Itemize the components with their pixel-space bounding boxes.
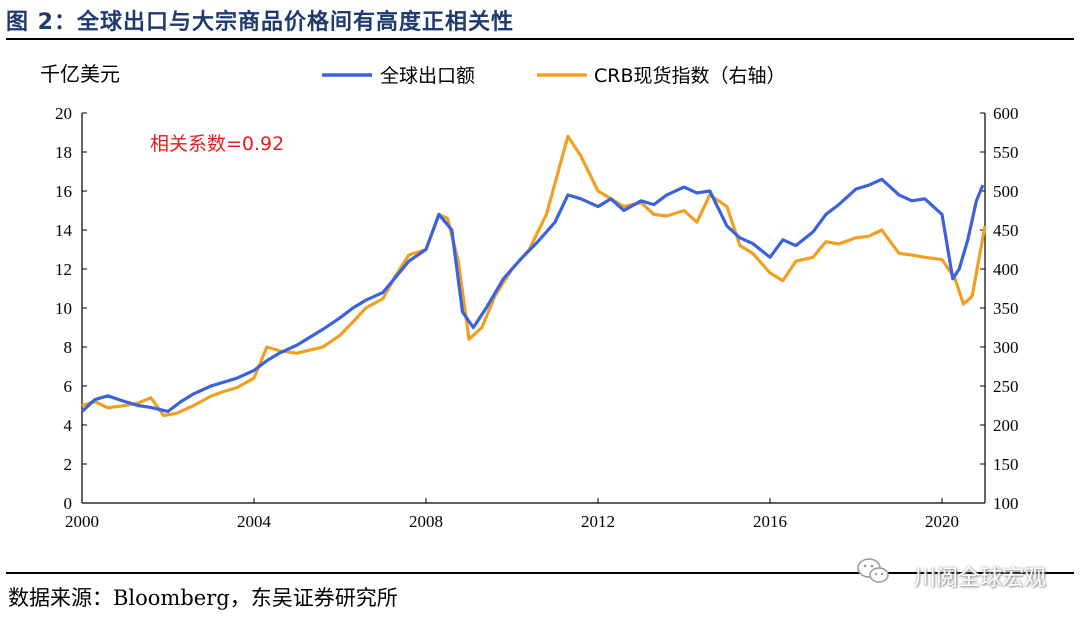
left-axis-unit: 千亿美元 — [40, 62, 120, 86]
correlation-chart: 0 2 4 6 8 10 12 14 16 18 20 100 150 200 250 300 350 400 45… — [40, 62, 1019, 531]
right-tick-label: 350 — [993, 299, 1019, 318]
title-divider — [6, 38, 1074, 40]
figure-title: 图 2：全球出口与大宗商品价格间有高度正相关性 — [6, 10, 514, 35]
right-tick-label: 150 — [993, 455, 1019, 474]
x-tick-label: 2004 — [237, 512, 272, 531]
left-tick-label: 0 — [64, 494, 73, 513]
left-tick-label: 20 — [55, 104, 72, 123]
left-tick-label: 16 — [55, 182, 72, 201]
right-tick-label: 400 — [993, 260, 1019, 279]
left-tick-label: 12 — [55, 260, 72, 279]
left-tick-label: 6 — [64, 377, 73, 396]
wechat-icon — [857, 558, 889, 583]
right-tick-label: 300 — [993, 338, 1019, 357]
series-line-crb — [81, 134, 987, 418]
left-tick-label: 10 — [55, 299, 72, 318]
right-tick-label: 200 — [993, 416, 1019, 435]
correlation-annotation: 相关系数=0.92 — [150, 133, 284, 155]
left-tick-label: 2 — [64, 455, 73, 474]
x-tick-label: 2000 — [65, 512, 99, 531]
x-tick-label: 2012 — [581, 512, 615, 531]
right-tick-label: 250 — [993, 377, 1019, 396]
watermark: 川阅全球宏观 — [913, 566, 1046, 591]
left-tick-label: 14 — [55, 221, 73, 240]
legend-label-crb: CRB现货指数（右轴） — [594, 65, 786, 87]
series-line-export — [80, 177, 985, 413]
x-tick-label: 2016 — [753, 512, 787, 531]
legend-label-export: 全球出口额 — [380, 65, 475, 87]
right-tick-label: 550 — [993, 143, 1019, 162]
left-tick-label: 18 — [55, 143, 72, 162]
left-tick-label: 4 — [64, 416, 73, 435]
right-tick-label: 100 — [993, 494, 1019, 513]
x-tick-label: 2020 — [925, 512, 959, 531]
right-tick-label: 450 — [993, 221, 1019, 240]
x-tick-label: 2008 — [409, 512, 443, 531]
footer-divider — [6, 572, 1074, 574]
right-tick-label: 500 — [993, 182, 1019, 201]
source-note: 数据来源：Bloomberg，东吴证券研究所 — [8, 586, 398, 610]
right-tick-label: 600 — [993, 104, 1019, 123]
left-tick-label: 8 — [64, 338, 73, 357]
